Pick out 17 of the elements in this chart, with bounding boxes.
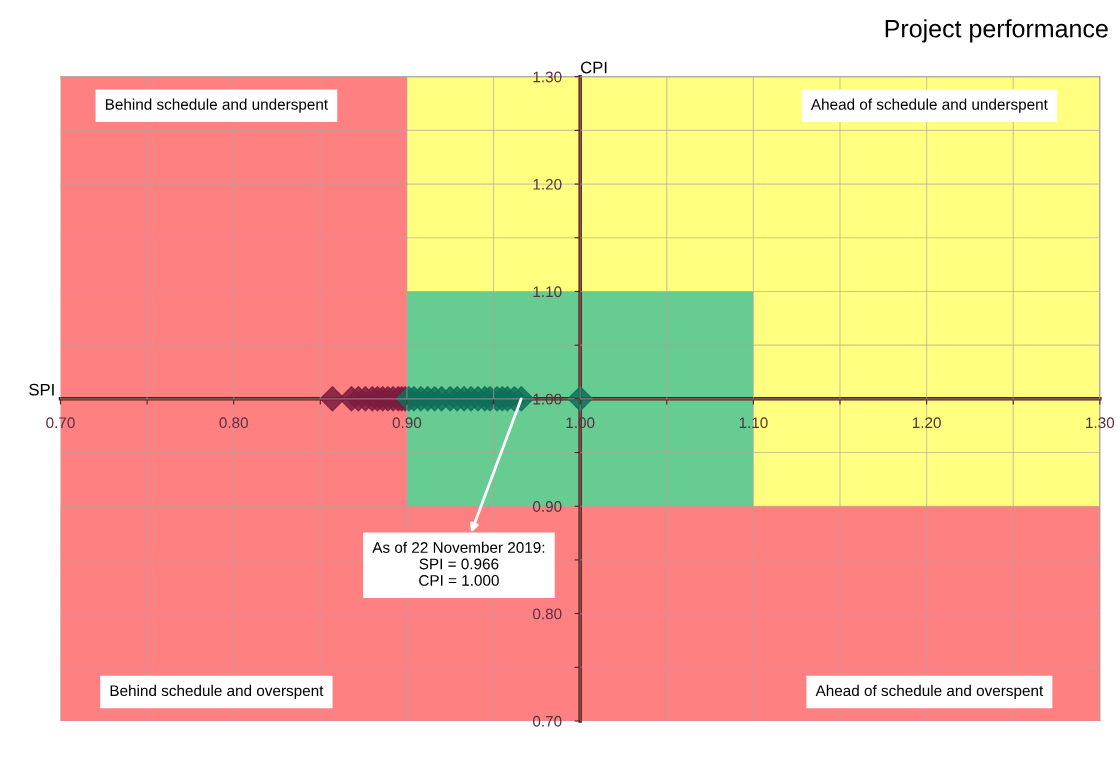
x-tick-label: 1.20 xyxy=(912,417,941,429)
y-tick-label: 1.30 xyxy=(533,71,562,83)
y-tick-label: 1.20 xyxy=(533,178,562,190)
x-tick-label: 1.30 xyxy=(1086,417,1115,429)
chart-title: Project performance xyxy=(885,19,1108,43)
x-axis-title: SPI xyxy=(29,383,54,396)
x-tick-label: 0.70 xyxy=(46,417,75,429)
annotation: Behind schedule and underspent xyxy=(105,98,328,113)
annotation: Behind schedule and overspent xyxy=(110,684,324,700)
annotation: Ahead of schedule and overspent xyxy=(815,684,1044,700)
annotation: As of 22 November 2019: SPI = 0.966 CPI = 1.000 xyxy=(372,541,545,586)
y-tick-label: 1.00 xyxy=(533,393,562,405)
annotation: Ahead of schedule and underspent xyxy=(810,98,1048,113)
y-axis-title: CPI xyxy=(581,61,607,74)
y-tick-label: 0.80 xyxy=(532,608,562,620)
x-tick-label: 0.90 xyxy=(392,417,422,429)
x-tick-label: 0.80 xyxy=(219,417,248,429)
